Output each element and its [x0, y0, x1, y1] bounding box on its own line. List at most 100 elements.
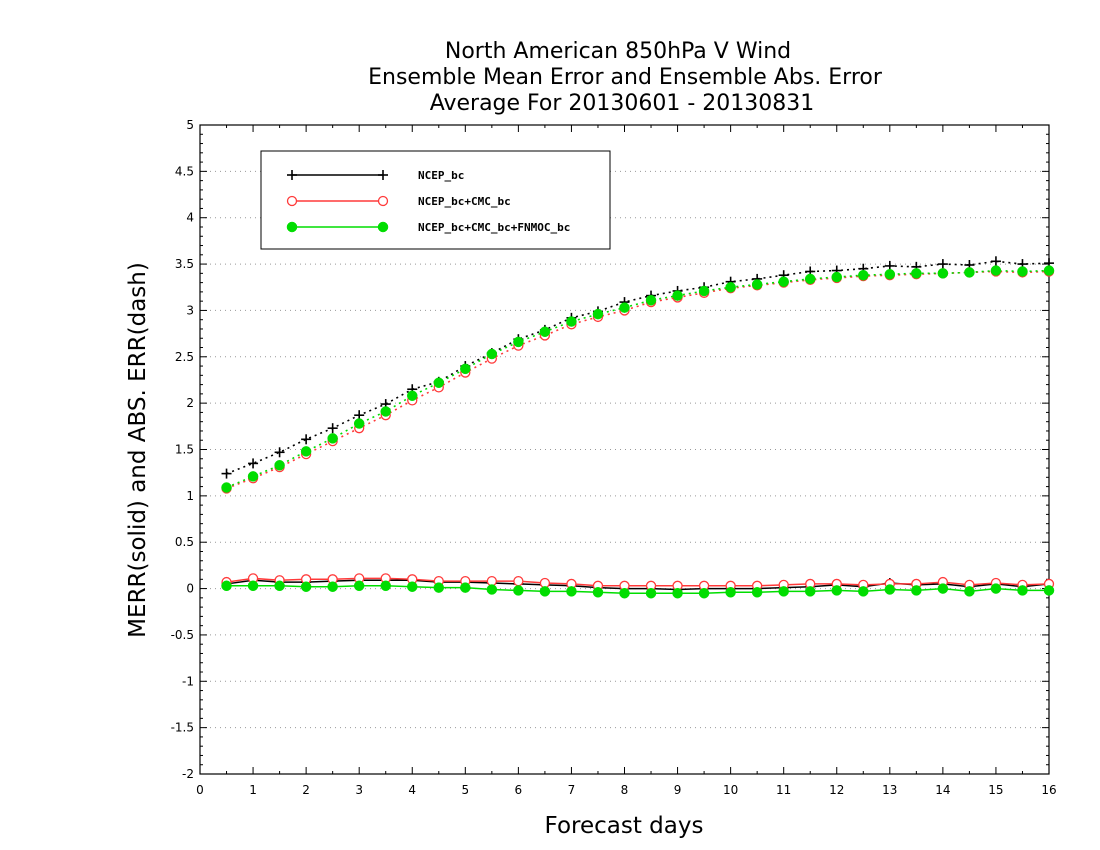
point-marker-filled-circle: [884, 584, 896, 595]
point-marker-plus: [221, 468, 232, 479]
point-marker-filled-circle: [751, 587, 763, 598]
x-tick-label: 15: [988, 783, 1003, 797]
x-tick-label: 5: [461, 783, 469, 797]
legend-label: NCEP_bc+CMC_bc+FNMOC_bc: [418, 221, 570, 234]
y-tick-label: 2.5: [175, 350, 194, 364]
point-marker-filled-circle: [513, 585, 524, 596]
y-tick-labels: 5 4.5 4 3.5 3 2.5 2 1.5 1 0.5 0 -0.5 -1 -1.5 -2: [171, 118, 194, 781]
abs-error-line: [226, 269, 1050, 489]
y-tick-label: 2: [186, 396, 194, 410]
legend: NCEP_bc NCEP_bc+CMC_bc NCEP_bc+CMC_bc+FNMO…: [260, 150, 611, 250]
x-tick-label: 13: [882, 783, 897, 797]
point-marker-filled-circle: [778, 276, 789, 287]
y-tick-label: 0.5: [175, 535, 194, 549]
point-marker-filled-circle: [274, 580, 285, 592]
point-marker-filled-circle: [433, 377, 445, 388]
point-marker-plus: [287, 170, 297, 180]
point-marker-filled-circle: [831, 271, 842, 283]
chart-title: North American 850hPa V Wind Ensemble Me…: [368, 39, 883, 116]
point-marker-filled-circle: [433, 582, 445, 593]
point-marker-filled-circle: [804, 273, 816, 285]
x-tick-label: 12: [829, 783, 844, 797]
point-marker-plus: [274, 447, 285, 458]
chart-title-line-2: Ensemble Mean Error and Ensemble Abs. Er…: [368, 65, 883, 90]
point-marker-filled-circle: [619, 587, 630, 599]
y-tick-label: 0: [186, 582, 194, 596]
y-tick-label: 4: [186, 211, 194, 225]
point-marker-filled-circle: [1017, 585, 1028, 596]
point-marker-filled-circle: [247, 471, 259, 482]
point-marker-filled-circle: [1043, 265, 1055, 276]
x-tick-label: 14: [935, 783, 950, 797]
x-tick-label: 8: [621, 783, 629, 797]
point-marker-filled-circle: [327, 433, 338, 444]
chart-title-line-3: Average For 20130601 - 20130831: [430, 91, 815, 116]
point-marker-filled-circle: [858, 586, 869, 597]
point-marker-filled-circle: [592, 587, 604, 598]
point-marker-filled-circle: [672, 587, 683, 599]
x-tick-label: 10: [723, 783, 738, 797]
point-marker-filled-circle: [539, 326, 551, 338]
y-tick-label: -2: [182, 767, 194, 781]
point-marker-filled-circle: [327, 581, 338, 592]
x-tick-label: 2: [302, 783, 310, 797]
point-marker-filled-circle: [221, 482, 232, 493]
point-marker-filled-circle: [990, 583, 1002, 594]
point-marker-filled-circle: [858, 269, 869, 281]
point-marker-plus: [248, 458, 259, 469]
point-marker-filled-circle: [911, 268, 922, 279]
point-marker-filled-circle: [380, 580, 391, 592]
legend-item: NCEP_bc+CMC_bc: [286, 195, 511, 208]
point-marker-filled-circle: [672, 290, 683, 301]
x-axis-label: Forecast days: [545, 813, 704, 839]
x-tick-label: 11: [776, 783, 791, 797]
point-marker-open-circle: [377, 195, 389, 207]
point-marker-plus: [990, 256, 1001, 267]
abs-error-line: [226, 260, 1050, 475]
point-marker-filled-circle: [460, 363, 471, 375]
x-tick-labels: 0 1 2 3 4 5 6 7 8 9 10 11 12 13 14 15 16: [196, 783, 1056, 797]
point-marker-filled-circle: [300, 581, 312, 592]
point-marker-filled-circle: [407, 390, 418, 401]
x-tick-label: 7: [568, 783, 576, 797]
legend-label: NCEP_bc+CMC_bc: [418, 195, 511, 208]
point-marker-filled-circle: [751, 279, 763, 290]
point-marker-filled-circle: [698, 587, 710, 599]
x-tick-label: 9: [674, 783, 682, 797]
point-marker-filled-circle: [645, 587, 657, 599]
x-tick-label: 4: [408, 783, 416, 797]
y-tick-label: -0.5: [171, 628, 194, 642]
legend-box: [260, 150, 611, 250]
mean-error-line: [226, 585, 1049, 594]
point-marker-plus: [937, 259, 948, 270]
x-tick-label: 1: [249, 783, 257, 797]
y-tick-label: 4.5: [175, 164, 194, 178]
point-marker-filled-circle: [353, 580, 365, 592]
legend-item: NCEP_bc+CMC_bc+FNMOC_bc: [286, 221, 570, 234]
point-marker-filled-circle: [725, 587, 736, 598]
point-marker-filled-circle: [460, 582, 471, 593]
y-tick-label: 1.5: [175, 443, 194, 457]
point-marker-filled-circle: [592, 308, 604, 320]
x-tick-label: 6: [515, 783, 523, 797]
point-marker-filled-circle: [300, 446, 312, 457]
y-tick-label: 5: [186, 118, 194, 132]
series-layer: [221, 256, 1055, 599]
point-marker-filled-circle: [486, 348, 498, 360]
point-marker-filled-circle: [964, 267, 975, 278]
legend-item: NCEP_bc: [287, 169, 464, 182]
point-marker-plus: [301, 434, 312, 445]
point-marker-filled-circle: [539, 586, 551, 597]
legend-label: NCEP_bc: [418, 169, 464, 182]
point-marker-plus: [327, 423, 338, 434]
point-marker-filled-circle: [380, 406, 391, 417]
point-marker-filled-circle: [725, 282, 736, 293]
point-marker-filled-circle: [911, 585, 922, 596]
point-marker-filled-circle: [645, 294, 657, 306]
point-marker-filled-circle: [990, 265, 1002, 276]
y-axis-label: MERR(solid) and ABS. ERR(dash): [125, 262, 151, 638]
point-marker-filled-circle: [566, 586, 577, 597]
x-tick-label: 16: [1041, 783, 1056, 797]
x-tick-label: 0: [196, 783, 204, 797]
